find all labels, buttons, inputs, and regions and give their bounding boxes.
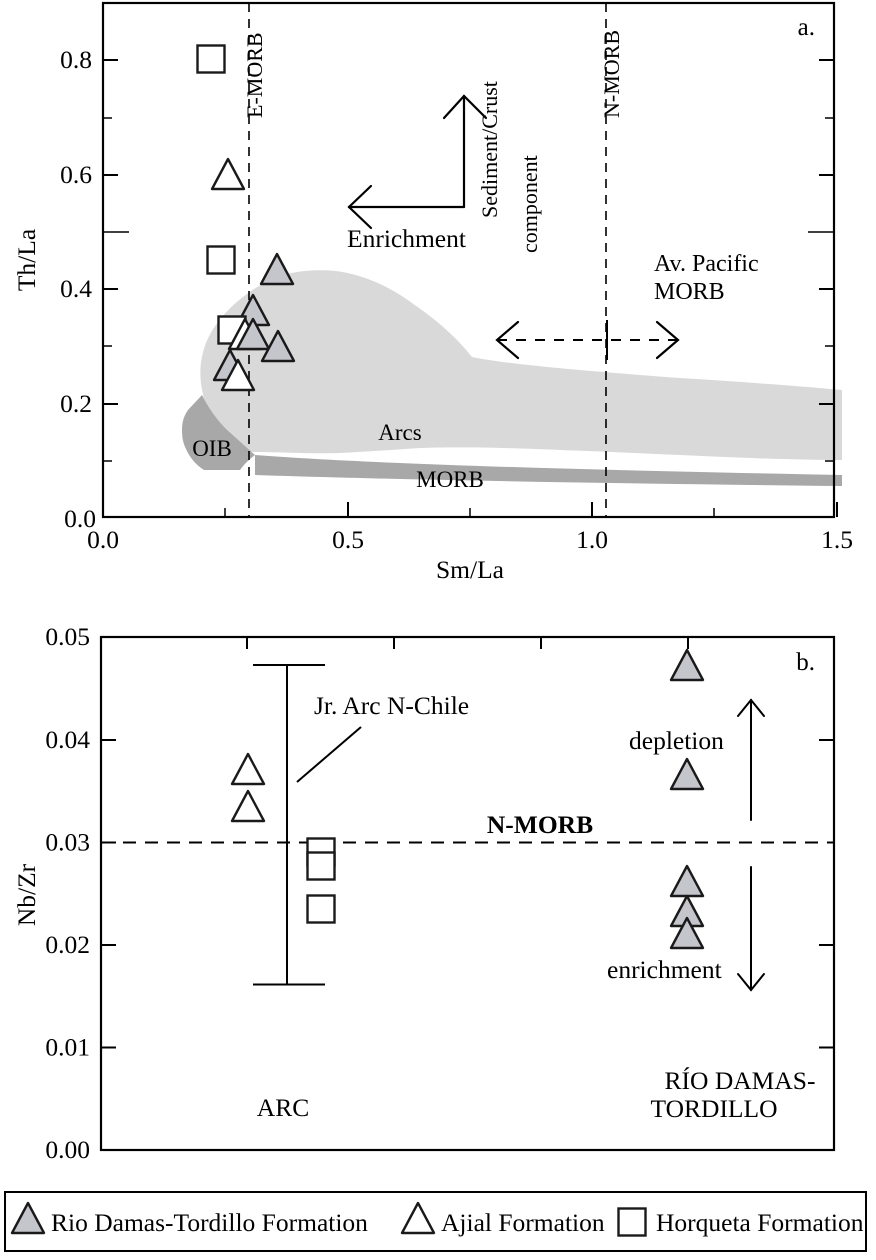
svg-text:OIB: OIB	[192, 436, 232, 461]
svg-text:Horqueta Formation: Horqueta Formation	[656, 1208, 864, 1237]
svg-text:Th/La: Th/La	[12, 229, 41, 291]
svg-text:N-MORB: N-MORB	[599, 30, 624, 118]
svg-text:MORB: MORB	[416, 467, 484, 492]
svg-text:b.: b.	[796, 649, 815, 676]
svg-text:Sediment/Crust: Sediment/Crust	[477, 81, 502, 218]
svg-text:0.01: 0.01	[45, 1033, 90, 1062]
svg-text:1.5: 1.5	[821, 525, 853, 554]
svg-text:enrichment: enrichment	[607, 955, 722, 984]
svg-text:N-MORB: N-MORB	[487, 810, 593, 839]
svg-text:0.02: 0.02	[45, 930, 90, 959]
svg-text:E-MORB: E-MORB	[242, 32, 267, 118]
svg-text:depletion: depletion	[629, 726, 724, 755]
svg-text:Enrichment: Enrichment	[347, 224, 466, 253]
svg-text:0.4: 0.4	[60, 274, 92, 303]
svg-text:Av. Pacific: Av. Pacific	[654, 251, 759, 277]
svg-text:0.5: 0.5	[332, 525, 364, 554]
svg-text:a.: a.	[798, 14, 815, 41]
svg-text:0.2: 0.2	[60, 389, 92, 418]
svg-text:Sm/La: Sm/La	[436, 555, 504, 584]
svg-text:Ajial Formation: Ajial Formation	[441, 1208, 605, 1237]
svg-text:Rio Damas-Tordillo Formation: Rio Damas-Tordillo Formation	[51, 1208, 368, 1237]
svg-text:0.05: 0.05	[45, 622, 90, 651]
svg-text:0.00: 0.00	[45, 1135, 90, 1164]
svg-text:component: component	[517, 155, 542, 253]
svg-text:0.0: 0.0	[87, 525, 119, 554]
svg-text:RÍO DAMAS-: RÍO DAMAS-	[665, 1066, 816, 1095]
svg-text:ARC: ARC	[257, 1093, 309, 1122]
svg-text:Arcs: Arcs	[378, 420, 421, 445]
svg-text:TORDILLO: TORDILLO	[650, 1094, 777, 1123]
svg-text:Nb/Zr: Nb/Zr	[12, 863, 41, 926]
svg-text:0.03: 0.03	[45, 828, 90, 857]
svg-text:0.6: 0.6	[60, 160, 92, 189]
svg-text:1.0: 1.0	[576, 525, 608, 554]
svg-text:0.04: 0.04	[45, 725, 90, 754]
svg-text:Jr. Arc N-Chile: Jr. Arc N-Chile	[314, 691, 469, 720]
svg-text:0.8: 0.8	[60, 45, 92, 74]
svg-text:MORB: MORB	[654, 279, 725, 305]
